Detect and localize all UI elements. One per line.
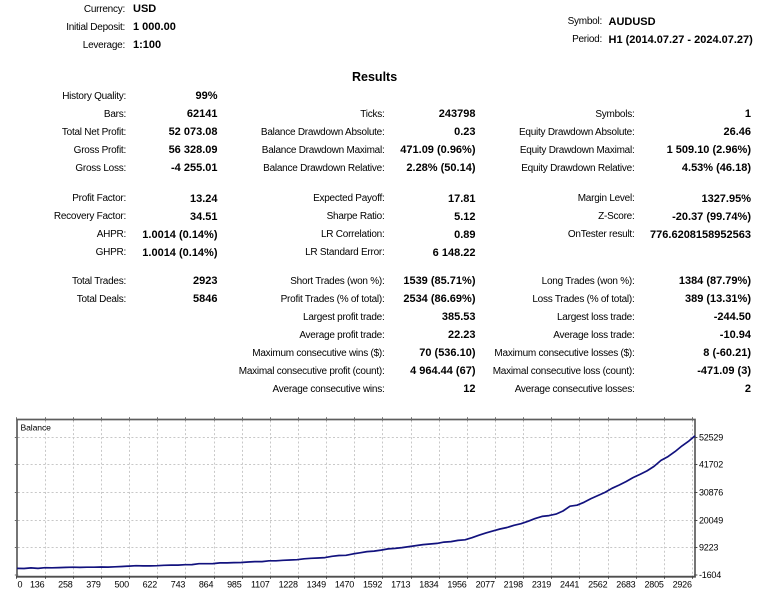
- svg-text:1470: 1470: [335, 580, 354, 590]
- svg-text:52529: 52529: [699, 433, 723, 443]
- svg-text:2441: 2441: [560, 580, 579, 590]
- svg-text:2683: 2683: [616, 580, 635, 590]
- svg-text:-1604: -1604: [699, 570, 721, 580]
- svg-text:2077: 2077: [476, 580, 495, 590]
- svg-text:1713: 1713: [391, 580, 410, 590]
- svg-text:2562: 2562: [588, 580, 607, 590]
- svg-text:0: 0: [18, 580, 23, 590]
- svg-text:1834: 1834: [419, 580, 438, 590]
- svg-text:1228: 1228: [279, 580, 298, 590]
- svg-text:2805: 2805: [644, 580, 663, 590]
- svg-text:1349: 1349: [307, 580, 326, 590]
- svg-text:1592: 1592: [363, 580, 382, 590]
- svg-text:20049: 20049: [699, 516, 723, 526]
- svg-text:2926: 2926: [673, 580, 692, 590]
- svg-text:379: 379: [86, 580, 101, 590]
- svg-text:41702: 41702: [699, 460, 723, 470]
- svg-text:2319: 2319: [532, 580, 551, 590]
- svg-text:9223: 9223: [699, 543, 718, 553]
- svg-text:1956: 1956: [447, 580, 466, 590]
- svg-text:258: 258: [58, 580, 73, 590]
- svg-text:500: 500: [114, 580, 129, 590]
- svg-text:1107: 1107: [251, 580, 270, 590]
- svg-text:864: 864: [199, 580, 214, 590]
- svg-text:985: 985: [227, 580, 242, 590]
- svg-text:30876: 30876: [699, 488, 723, 498]
- svg-text:622: 622: [143, 580, 158, 590]
- svg-text:743: 743: [171, 580, 186, 590]
- svg-text:2198: 2198: [504, 580, 523, 590]
- svg-text:Balance: Balance: [21, 423, 52, 433]
- svg-text:136: 136: [30, 580, 45, 590]
